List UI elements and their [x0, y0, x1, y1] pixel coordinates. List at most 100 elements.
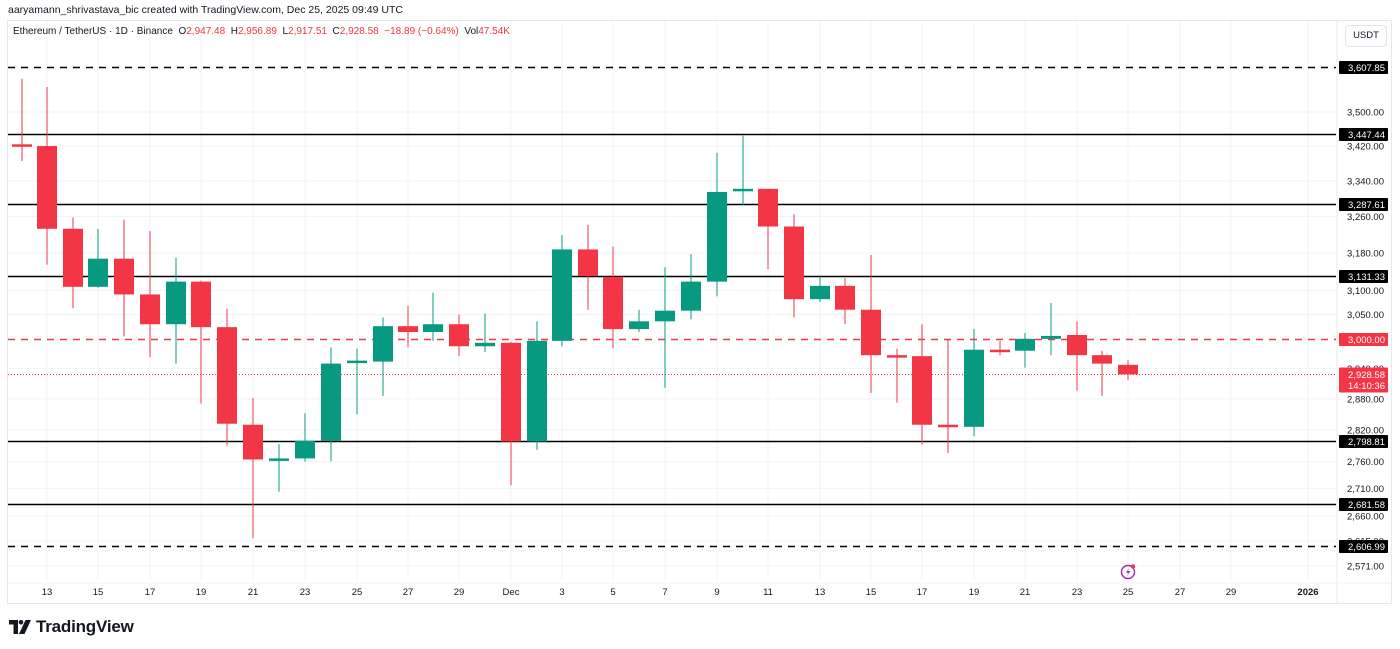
candle-body[interactable] — [990, 349, 1010, 353]
volume-label: Vol — [464, 26, 479, 37]
candle-body[interactable] — [449, 324, 469, 347]
candle-body[interactable] — [269, 458, 289, 461]
time-axis-label: 27 — [403, 587, 414, 598]
price-level-badge-label: 3,000.00 — [1348, 335, 1385, 346]
candle-body[interactable] — [835, 285, 855, 310]
time-axis-label: 3 — [559, 587, 564, 598]
currency-button[interactable]: USDT — [1345, 25, 1387, 47]
chart-attribution: aaryamann_shrivastava_bic created with T… — [8, 4, 403, 16]
candle-body[interactable] — [88, 258, 108, 287]
candle-body[interactable] — [912, 356, 932, 425]
price-level-badge-label: 3,447.44 — [1348, 130, 1385, 141]
price-axis-label: 3,260.00 — [1347, 212, 1384, 223]
candle-body[interactable] — [938, 424, 958, 428]
candle-body[interactable] — [629, 321, 649, 330]
symbol-description[interactable]: Ethereum / TetherUS · 1D · Binance — [13, 26, 173, 37]
time-axis-label: 17 — [917, 587, 928, 598]
candle-body[interactable] — [347, 360, 367, 364]
candle-body[interactable] — [1041, 335, 1061, 339]
candle-body[interactable] — [295, 440, 315, 459]
time-axis-label: 25 — [1123, 587, 1134, 598]
candle-body[interactable] — [37, 146, 57, 229]
candle-body[interactable] — [887, 355, 907, 358]
price-level-badge-label: 3,131.33 — [1348, 272, 1385, 283]
time-axis-label: 9 — [714, 587, 719, 598]
candle-body[interactable] — [552, 249, 572, 341]
price-axis-label: 2,760.00 — [1347, 457, 1384, 468]
current-price-label: 2,928.58 — [1348, 370, 1385, 381]
chart-frame — [7, 20, 1392, 604]
price-axis-label: 2,710.00 — [1347, 484, 1384, 495]
lightning-event-icon[interactable] — [1120, 564, 1136, 580]
price-level-badge-label: 2,606.99 — [1348, 542, 1385, 553]
time-axis-label: 13 — [42, 587, 53, 598]
change-value: −18.89 (−0.64%) — [384, 26, 459, 37]
high-value: 2,956.89 — [237, 26, 277, 37]
close-value: 2,928.58 — [339, 26, 379, 37]
tradingview-logo-icon — [9, 620, 31, 634]
price-level-badge — [1339, 435, 1388, 448]
time-axis-label: 21 — [248, 587, 259, 598]
candle-body[interactable] — [964, 349, 984, 427]
tradingview-logo[interactable]: TradingView — [9, 617, 134, 637]
candle-body[interactable] — [12, 144, 32, 147]
time-axis-label: 27 — [1175, 587, 1186, 598]
time-axis-label: 19 — [196, 587, 207, 598]
open-label: O — [178, 26, 187, 37]
price-axis-label: 3,180.00 — [1347, 249, 1384, 260]
candle-body[interactable] — [166, 281, 186, 325]
time-axis-label: 23 — [1072, 587, 1083, 598]
low-value: 2,917.51 — [288, 26, 327, 37]
time-axis-label: 29 — [454, 587, 465, 598]
candle-body[interactable] — [784, 226, 804, 300]
price-axis-label: 3,100.00 — [1347, 286, 1384, 297]
candle-body[interactable] — [140, 294, 160, 325]
candle-body[interactable] — [373, 326, 393, 362]
candle-body[interactable] — [321, 363, 341, 441]
price-level-badge — [1339, 128, 1388, 141]
close-label: C — [332, 26, 340, 37]
open-value: 2,947.48 — [186, 26, 226, 37]
candle-body[interactable] — [861, 309, 881, 356]
candle-body[interactable] — [681, 281, 701, 311]
candle-body[interactable] — [191, 281, 211, 328]
candle-body[interactable] — [475, 342, 495, 347]
candle-body[interactable] — [758, 188, 778, 227]
price-axis-label: 2,820.00 — [1347, 425, 1384, 436]
candle-body[interactable] — [217, 327, 237, 424]
candle-body[interactable] — [1015, 338, 1035, 351]
candle-body[interactable] — [63, 228, 83, 287]
price-level-badge — [1339, 540, 1388, 553]
time-axis-label: 19 — [969, 587, 980, 598]
candle-body[interactable] — [810, 285, 830, 300]
candle-body[interactable] — [1092, 355, 1112, 364]
price-axis-label: 3,500.00 — [1347, 108, 1384, 119]
candle-body[interactable] — [243, 424, 263, 460]
price-level-badge-label: 2,681.58 — [1348, 500, 1385, 511]
candle-body[interactable] — [423, 324, 443, 333]
price-level-badge — [1339, 198, 1388, 211]
high-label: H — [230, 26, 238, 37]
time-axis-label: 11 — [763, 587, 773, 598]
candle-body[interactable] — [527, 340, 547, 442]
price-level-badge — [1339, 61, 1388, 74]
time-axis-label: 15 — [866, 587, 877, 598]
candle-body[interactable] — [707, 191, 727, 282]
candle-body[interactable] — [1118, 364, 1138, 375]
time-axis-label: 7 — [662, 587, 667, 598]
candle-body[interactable] — [733, 188, 753, 192]
volume-value: 47.54K — [478, 26, 510, 37]
candle-body[interactable] — [501, 342, 521, 442]
bar-countdown-label: 14:10:36 — [1348, 381, 1385, 392]
candle-body[interactable] — [603, 276, 623, 330]
price-axis-label: 3,420.00 — [1347, 142, 1384, 153]
price-axis-label: 2,571.00 — [1347, 562, 1384, 573]
candle-body[interactable] — [1067, 334, 1087, 356]
candle-body[interactable] — [114, 258, 134, 295]
price-axis-label: 2,660.00 — [1347, 511, 1384, 522]
candle-body[interactable] — [655, 310, 675, 322]
price-level-badge-label: 2,798.81 — [1348, 437, 1385, 448]
candle-body[interactable] — [398, 326, 418, 333]
candle-body[interactable] — [578, 249, 598, 276]
